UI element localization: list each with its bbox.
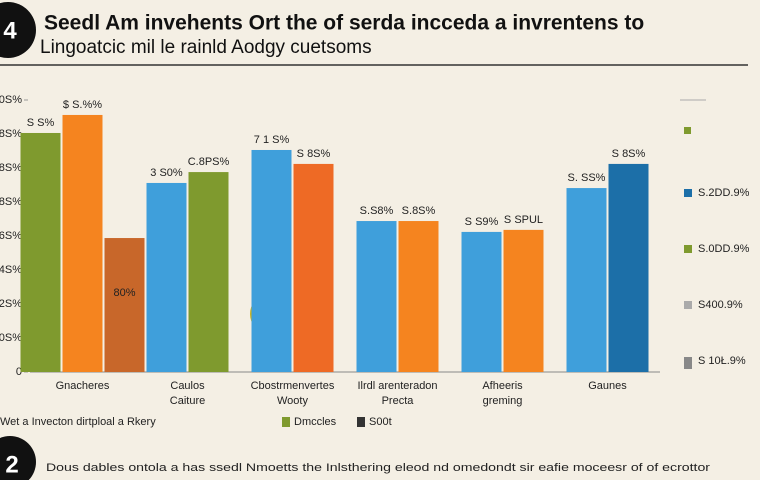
x-tick-label: greming	[483, 395, 523, 407]
legend-label: S.0DD.9%	[698, 243, 750, 255]
value-label: S 8S%	[297, 148, 331, 160]
x-tick-label: Caulos	[170, 380, 205, 392]
bar	[62, 114, 103, 373]
note: Wet a Invecton dirtploal a Rkery	[0, 416, 156, 428]
badge-bottom-text: 2	[5, 451, 18, 478]
badge-top	[0, 2, 36, 58]
x-tick-label: Gnacheres	[56, 380, 110, 392]
x-tick-label: Cbostrmenvertes	[251, 380, 335, 392]
y-tick-label: 0S%	[0, 94, 22, 106]
value-label: S S9%	[465, 216, 499, 228]
x-tick-label: Ilrdl arenteradon	[357, 380, 437, 392]
bar	[503, 229, 544, 372]
x-tick-label: Caiture	[170, 395, 205, 407]
value-label: S. SS%	[568, 172, 606, 184]
value-label: S SPUL	[504, 214, 543, 226]
bar	[104, 238, 145, 372]
x-tick-label: Wooty	[277, 395, 308, 407]
bar	[20, 132, 61, 372]
value-label: 3 S0%	[150, 167, 183, 179]
value-label: S.S8%	[360, 205, 394, 217]
y-tick-label: 0S%	[0, 332, 22, 344]
legend-swatch	[684, 127, 691, 134]
legend-swatch	[684, 245, 692, 253]
value-label: $ S.%%	[63, 99, 102, 111]
value-label: S.8S%	[402, 205, 436, 217]
y-tick-label: 8S%	[0, 196, 22, 208]
y-tick-label: 8S%	[0, 162, 22, 174]
y-tick-label: 8S%	[0, 128, 22, 140]
legend-swatch	[357, 417, 365, 427]
chart-subtitle: Lingoatcic mil le rainld Aodgy cuetsoms	[40, 37, 372, 58]
badge-top-text: 4	[3, 17, 17, 44]
legend-label: S400.9%	[698, 299, 743, 311]
x-tick-label: Precta	[382, 395, 415, 407]
legend-swatch	[684, 189, 692, 197]
value-label: S 8S%	[612, 148, 646, 160]
legend-label: S.2DD.9%	[698, 187, 750, 199]
bar	[356, 221, 397, 372]
legend-swatch	[684, 357, 692, 369]
bar	[566, 188, 607, 372]
bar	[146, 182, 187, 372]
value-label: C.8PS%	[188, 156, 230, 168]
badge-bottom	[0, 436, 36, 480]
y-tick-label: 2S%	[0, 298, 22, 310]
bar	[293, 163, 334, 372]
y-tick-label: 0	[16, 366, 22, 378]
bar	[608, 163, 649, 372]
legend-swatch	[282, 417, 290, 427]
y-tick-label: 6S%	[0, 230, 22, 242]
footer: Dous dables ontola a has ssedl Nmoetts t…	[46, 462, 710, 474]
value-label: 7 1 S%	[254, 134, 290, 146]
y-tick-label: 4S%	[0, 264, 22, 276]
bar	[251, 149, 292, 372]
chart-title: Seedl Am invehents Ort the of serda incc…	[44, 12, 644, 35]
bar	[398, 221, 439, 372]
value-label: 80%	[113, 287, 135, 299]
x-tick-label: Gaunes	[588, 380, 627, 392]
bar	[188, 172, 229, 372]
legend-label: S 10Ł.9%	[698, 355, 746, 367]
legend-label: S00t	[369, 416, 392, 428]
x-tick-label: Afheeris	[482, 380, 523, 392]
legend-swatch	[684, 301, 692, 309]
legend-label: Dmccles	[294, 416, 337, 428]
value-label: S S%	[27, 117, 55, 129]
bar	[461, 231, 502, 372]
